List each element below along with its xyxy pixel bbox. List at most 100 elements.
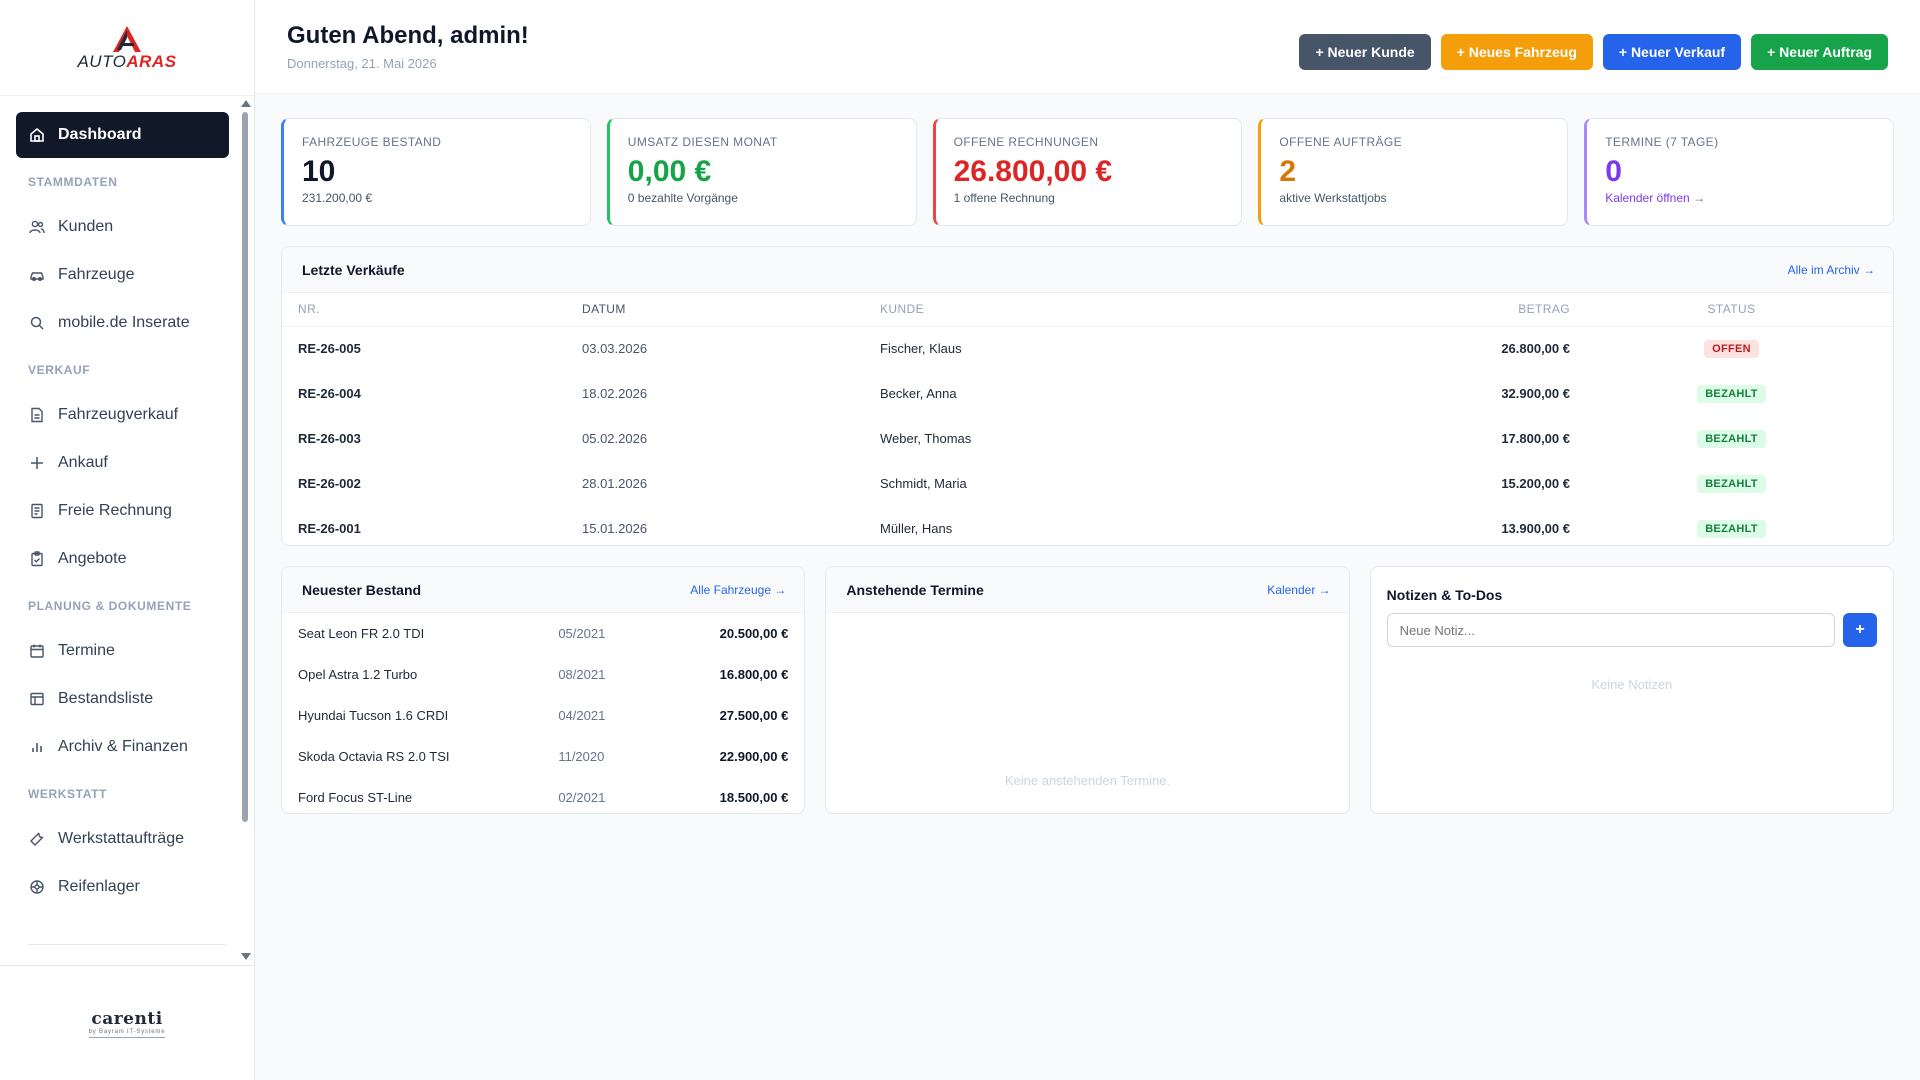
- status-badge: BEZAHLT: [1697, 474, 1766, 493]
- sidebar-item-label: Werkstattaufträge: [58, 830, 184, 847]
- vehicle-date: 11/2020: [558, 749, 605, 764]
- page-header: Guten Abend, admin! Donnerstag, 21. Mai …: [255, 0, 1920, 94]
- vehicle-price: 27.500,00 €: [719, 708, 789, 723]
- quick-actions: + Neuer Kunde + Neues Fahrzeug + Neuer V…: [1299, 33, 1888, 70]
- table-row[interactable]: RE-26-001 15.01.2026 Müller, Hans 13.900…: [282, 506, 1893, 551]
- calendar-open-link[interactable]: Kalender öffnen →: [1605, 191, 1706, 205]
- sidebar-item-ankauf[interactable]: Ankauf: [16, 440, 229, 486]
- sidebar-item-label: Kunden: [58, 218, 114, 235]
- stat-card-offene-auftraege[interactable]: OFFENE AUFTRÄGE 2 aktive Werkstattjobs: [1258, 118, 1569, 226]
- section-stammdaten: STAMMDATEN: [28, 175, 118, 189]
- list-item[interactable]: Seat Leon FR 2.0 TDI 05/2021 20.500,00 €: [282, 613, 804, 654]
- stock-title: Neuester Bestand: [302, 581, 422, 598]
- table-row[interactable]: RE-26-003 05.02.2026 Weber, Thomas 17.80…: [282, 416, 1893, 461]
- invoice-date: 18.02.2026: [582, 386, 648, 401]
- calendar-link[interactable]: Kalender →: [1267, 582, 1331, 597]
- sidebar-item-termine[interactable]: Termine: [16, 628, 229, 674]
- section-planung: PLANUNG & DOKUMENTE: [28, 599, 192, 613]
- main-area: Guten Abend, admin! Donnerstag, 21. Mai …: [255, 0, 1920, 1080]
- sidebar-item-bestandsliste[interactable]: Bestandsliste: [16, 676, 229, 722]
- sidebar-item-label: Dashboard: [58, 126, 142, 143]
- scroll-up-arrow-icon[interactable]: [241, 100, 251, 107]
- stat-label: FAHRZEUGE BESTAND: [302, 135, 442, 149]
- stat-value: 0,00 €: [627, 155, 712, 188]
- add-note-button[interactable]: +: [1842, 613, 1877, 647]
- clipboard-icon: [28, 550, 46, 568]
- vehicle-price: 22.900,00 €: [719, 749, 789, 764]
- section-verkauf: VERKAUF: [28, 363, 91, 377]
- appointments-empty: Keine anstehenden Termine.: [1004, 773, 1171, 788]
- bar-chart-icon: [28, 738, 46, 756]
- logo-icon: [113, 25, 141, 52]
- sidebar-item-angebote[interactable]: Angebote: [16, 536, 229, 582]
- stat-label: OFFENE RECHNUNGEN: [953, 135, 1099, 149]
- stat-sub: 0 bezahlte Vorgänge: [627, 191, 738, 205]
- sidebar-item-label: Ankauf: [58, 454, 108, 471]
- all-vehicles-link[interactable]: Alle Fahrzeuge →: [690, 582, 787, 597]
- vehicle-price: 20.500,00 €: [719, 626, 789, 641]
- car-icon: [28, 266, 46, 284]
- stat-card-offene-rechnungen[interactable]: OFFENE RECHNUNGEN 26.800,00 € 1 offene R…: [932, 118, 1243, 226]
- list-item[interactable]: Hyundai Tucson 1.6 CRDI 04/2021 27.500,0…: [282, 695, 804, 736]
- new-customer-button[interactable]: + Neuer Kunde: [1299, 33, 1431, 70]
- new-order-button[interactable]: + Neuer Auftrag: [1751, 33, 1888, 70]
- col-betrag: BETRAG: [1310, 293, 1570, 327]
- status-badge: BEZAHLT: [1697, 429, 1766, 448]
- archive-link[interactable]: Alle im Archiv →: [1787, 262, 1875, 277]
- sidebar-scrollbar[interactable]: [240, 100, 251, 960]
- sidebar-item-reifenlager[interactable]: Reifenlager: [16, 864, 229, 910]
- wrench-icon: [28, 830, 46, 848]
- sidebar-item-werkstattauftraege[interactable]: Werkstattaufträge: [16, 816, 229, 862]
- sidebar-item-dashboard[interactable]: Dashboard: [16, 112, 229, 158]
- invoice-date: 03.03.2026: [582, 341, 648, 357]
- vehicle-date: 05/2021: [558, 626, 606, 641]
- footer-logo: carenti by Bayram IT-Systeme: [88, 1009, 166, 1038]
- invoice-customer: Schmidt, Maria: [880, 476, 967, 491]
- stats-row: FAHRZEUGE BESTAND 10 231.200,00 € UMSATZ…: [281, 118, 1894, 226]
- sidebar-item-kunden[interactable]: Kunden: [16, 204, 229, 250]
- scroll-thumb[interactable]: [242, 112, 248, 822]
- stat-card-umsatz[interactable]: UMSATZ DIESEN MONAT 0,00 € 0 bezahlte Vo…: [606, 118, 917, 226]
- notes-empty: Keine Notizen: [1591, 677, 1673, 692]
- stat-value: 0: [1605, 155, 1622, 188]
- vehicle-name: Opel Astra 1.2 Turbo: [298, 667, 418, 682]
- scroll-down-arrow-icon[interactable]: [241, 953, 251, 960]
- new-vehicle-button[interactable]: + Neues Fahrzeug: [1440, 33, 1593, 70]
- invoice-date: 15.01.2026: [582, 521, 648, 536]
- table-row[interactable]: RE-26-004 18.02.2026 Becker, Anna 32.900…: [282, 371, 1893, 416]
- stat-value: 26.800,00 €: [953, 155, 1113, 188]
- sidebar-item-label: Bestandsliste: [58, 690, 154, 707]
- stat-card-bestand[interactable]: FAHRZEUGE BESTAND 10 231.200,00 €: [281, 118, 591, 226]
- notes-title: Notizen & To-Dos: [1386, 587, 1503, 603]
- sidebar-item-label: Archiv & Finanzen: [58, 738, 188, 755]
- sidebar-item-label: mobile.de Inserate: [58, 314, 190, 331]
- recent-sales-card: Letzte Verkäufe Alle im Archiv → NR. DAT…: [281, 246, 1894, 546]
- page-title: Guten Abend, admin!: [287, 22, 529, 49]
- list-item[interactable]: Skoda Octavia RS 2.0 TSI 11/2020 22.900,…: [282, 736, 804, 777]
- sidebar-item-mobile-de[interactable]: mobile.de Inserate: [16, 300, 229, 346]
- sidebar-divider: [28, 944, 226, 945]
- list-item[interactable]: Opel Astra 1.2 Turbo 08/2021 16.800,00 €: [282, 654, 804, 695]
- sidebar-item-archiv[interactable]: Archiv & Finanzen: [16, 724, 229, 770]
- logo-text-auto: AUTO: [77, 51, 127, 71]
- table-row[interactable]: RE-26-002 28.01.2026 Schmidt, Maria 15.2…: [282, 461, 1893, 506]
- sidebar-item-label: Fahrzeuge: [58, 266, 135, 283]
- stat-value: 2: [1279, 155, 1297, 188]
- sidebar-item-label: Freie Rechnung: [58, 502, 172, 519]
- list-item[interactable]: Ford Focus ST-Line 02/2021 18.500,00 €: [282, 777, 804, 818]
- vehicle-price: 18.500,00 €: [719, 790, 789, 805]
- vehicle-date: 04/2021: [558, 708, 606, 723]
- new-note-input[interactable]: [1386, 613, 1835, 647]
- sidebar-nav: Dashboard STAMMDATEN Kunden Fahrzeuge mo…: [0, 100, 245, 960]
- new-sale-button[interactable]: + Neuer Verkauf: [1602, 33, 1742, 70]
- logo[interactable]: AUTOARAS: [0, 0, 254, 96]
- sidebar-footer: carenti by Bayram IT-Systeme: [0, 965, 254, 1080]
- sidebar-item-label: Angebote: [58, 550, 127, 567]
- sidebar-item-freie-rechnung[interactable]: Freie Rechnung: [16, 488, 229, 534]
- vehicle-name: Ford Focus ST-Line: [298, 790, 413, 805]
- table-row[interactable]: RE-26-005 03.03.2026 Fischer, Klaus 26.8…: [282, 326, 1893, 371]
- sidebar-item-fahrzeugverkauf[interactable]: Fahrzeugverkauf: [16, 392, 229, 438]
- sidebar-item-fahrzeuge[interactable]: Fahrzeuge: [16, 252, 229, 298]
- stat-card-termine[interactable]: TERMINE (7 TAGE) 0 Kalender öffnen →: [1584, 118, 1894, 226]
- invoice-amount: 17.800,00 €: [1501, 431, 1570, 446]
